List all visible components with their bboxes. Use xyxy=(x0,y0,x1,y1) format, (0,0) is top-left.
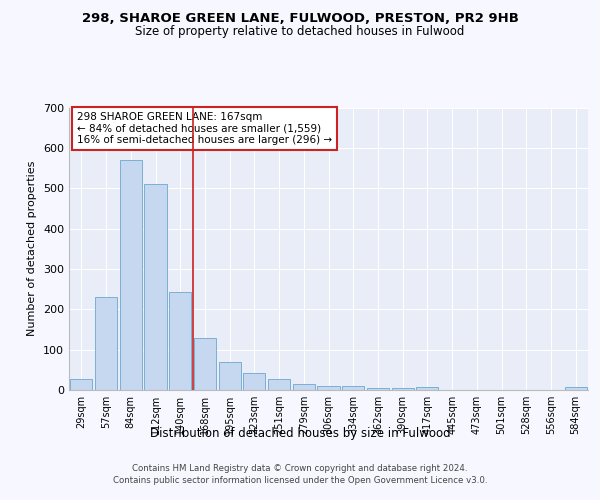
Bar xyxy=(565,387,587,390)
Bar xyxy=(119,160,142,390)
Bar xyxy=(268,379,290,390)
Bar xyxy=(70,379,92,390)
Bar xyxy=(317,386,340,390)
Text: Contains HM Land Registry data © Crown copyright and database right 2024.: Contains HM Land Registry data © Crown c… xyxy=(132,464,468,473)
Bar xyxy=(416,387,439,390)
Text: Size of property relative to detached houses in Fulwood: Size of property relative to detached ho… xyxy=(136,25,464,38)
Text: 298 SHAROE GREEN LANE: 167sqm
← 84% of detached houses are smaller (1,559)
16% o: 298 SHAROE GREEN LANE: 167sqm ← 84% of d… xyxy=(77,112,332,145)
Text: 298, SHAROE GREEN LANE, FULWOOD, PRESTON, PR2 9HB: 298, SHAROE GREEN LANE, FULWOOD, PRESTON… xyxy=(82,12,518,26)
Bar xyxy=(367,388,389,390)
Bar xyxy=(243,373,265,390)
Text: Distribution of detached houses by size in Fulwood: Distribution of detached houses by size … xyxy=(149,428,451,440)
Bar xyxy=(218,362,241,390)
Y-axis label: Number of detached properties: Number of detached properties xyxy=(28,161,37,336)
Bar xyxy=(194,338,216,390)
Text: Contains public sector information licensed under the Open Government Licence v3: Contains public sector information licen… xyxy=(113,476,487,485)
Bar xyxy=(95,297,117,390)
Bar xyxy=(145,184,167,390)
Bar xyxy=(392,388,414,390)
Bar xyxy=(342,386,364,390)
Bar xyxy=(293,384,315,390)
Bar xyxy=(169,292,191,390)
